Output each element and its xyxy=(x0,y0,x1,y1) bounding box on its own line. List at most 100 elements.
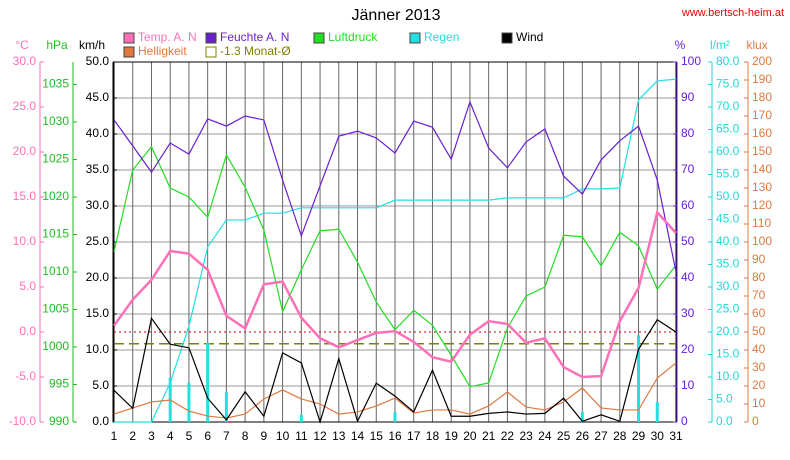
y-tick-label: -10.0 xyxy=(9,414,37,428)
y-tick-label: 160 xyxy=(752,126,772,140)
y-tick-label: 1005 xyxy=(42,302,69,316)
legend-swatch xyxy=(501,32,513,44)
y-tick-label: 1025 xyxy=(42,152,69,166)
y-tick-label: 60 xyxy=(752,306,766,320)
y-tick-label: 60 xyxy=(681,198,695,212)
axis-unit: klux xyxy=(746,38,767,52)
y-tick-label: 1020 xyxy=(42,189,69,203)
y-tick-label: 30 xyxy=(752,360,766,374)
y-tick-label: 80.0 xyxy=(716,54,740,68)
x-tick-label: 21 xyxy=(482,429,496,443)
y-tick-label: 55.0 xyxy=(716,167,740,181)
y-tick-label: 20.0 xyxy=(13,144,37,158)
y-tick-label: 10 xyxy=(681,378,695,392)
rain-bar xyxy=(637,335,641,422)
y-tick-label: 140 xyxy=(752,162,772,176)
y-tick-label: 50 xyxy=(681,234,695,248)
y-tick-label: 35.0 xyxy=(86,162,110,176)
series-line xyxy=(114,78,677,423)
y-tick-label: 35.0 xyxy=(716,257,740,271)
y-tick-label: 20.0 xyxy=(86,270,110,284)
y-tick-label: 0.0 xyxy=(92,414,109,428)
x-tick-label: 11 xyxy=(295,429,308,443)
y-tick-label: -5.0 xyxy=(15,369,36,383)
x-tick-label: 23 xyxy=(519,429,533,443)
y-tick-label: 0 xyxy=(681,414,688,428)
y-tick-label: 70 xyxy=(681,162,695,176)
y-tick-label: 995 xyxy=(49,377,69,391)
y-tick-label: 990 xyxy=(49,414,69,428)
y-tick-label: 5.0 xyxy=(716,392,733,406)
x-tick-label: 26 xyxy=(576,429,590,443)
y-tick-label: 40.0 xyxy=(86,126,110,140)
y-tick-label: 75.0 xyxy=(716,77,740,91)
x-tick-label: 19 xyxy=(445,429,459,443)
axis-unit: l/m² xyxy=(710,38,730,52)
y-tick-label: 1035 xyxy=(42,77,69,91)
y-tick-label: 1030 xyxy=(42,114,69,128)
y-tick-label: 20 xyxy=(681,342,695,356)
series-line xyxy=(113,362,677,419)
y-tick-label: 110 xyxy=(752,216,771,230)
x-tick-label: 13 xyxy=(332,429,346,443)
x-tick-label: 22 xyxy=(501,429,515,443)
x-tick-label: 1 xyxy=(111,429,118,443)
source: www.bertsch-heim.at xyxy=(681,7,784,19)
y-tick-label: 1000 xyxy=(42,339,69,353)
x-tick-label: 31 xyxy=(669,429,683,443)
x-tick-label: 15 xyxy=(370,429,384,443)
x-tick-label: 24 xyxy=(538,429,552,443)
series-line xyxy=(112,209,677,379)
rain-bar xyxy=(206,342,210,422)
x-tick-label: 7 xyxy=(223,429,230,443)
y-tick-label: 30.0 xyxy=(13,54,37,68)
y-tick-label: 5.0 xyxy=(19,279,36,293)
y-tick-label: 10 xyxy=(752,396,766,410)
y-tick-label: 15.0 xyxy=(86,306,110,320)
y-tick-label: 15.0 xyxy=(13,189,37,203)
rain-bar xyxy=(299,414,303,422)
y-tick-label: 40 xyxy=(681,270,695,284)
y-tick-label: 30.0 xyxy=(716,279,740,293)
legend-label: Feuchte A. N xyxy=(220,30,289,44)
y-tick-label: 70 xyxy=(752,288,766,302)
y-tick-label: 60.0 xyxy=(716,144,740,158)
legend-label: Regen xyxy=(424,30,459,44)
y-tick-label: 0.0 xyxy=(716,414,733,428)
y-tick-label: 0.0 xyxy=(19,324,36,338)
y-tick-label: 130 xyxy=(752,180,772,194)
y-tick-label: 70.0 xyxy=(716,99,740,113)
y-tick-label: 25.0 xyxy=(86,234,110,248)
legend-swatch xyxy=(313,32,325,44)
y-tick-label: 10.0 xyxy=(13,234,37,248)
y-tick-label: 90 xyxy=(752,252,766,266)
y-tick-label: 45.0 xyxy=(716,212,740,226)
axis-unit: % xyxy=(675,38,686,52)
rain-bar xyxy=(224,391,228,422)
y-tick-label: 25.0 xyxy=(13,99,37,113)
y-tick-label: 20.0 xyxy=(716,324,740,338)
legend-swatch xyxy=(205,46,217,58)
x-tick-label: 14 xyxy=(351,429,365,443)
y-tick-label: 120 xyxy=(752,198,772,212)
y-tick-label: 30.0 xyxy=(86,198,110,212)
x-tick-label: 17 xyxy=(407,429,421,443)
y-tick-label: 200 xyxy=(752,54,772,68)
legend-swatch xyxy=(123,46,135,58)
y-tick-label: 50.0 xyxy=(86,54,110,68)
legend-label: Temp. A. N xyxy=(138,30,197,44)
legend-label: -1.3 Monat-Ø xyxy=(220,44,291,58)
legend-swatch xyxy=(205,32,217,44)
x-tick-label: 10 xyxy=(276,429,290,443)
y-tick-label: 45.0 xyxy=(86,90,110,104)
rain-bar xyxy=(655,402,659,422)
legend-label: Wind xyxy=(516,30,543,44)
y-tick-label: 1010 xyxy=(42,264,69,278)
series-line xyxy=(113,145,677,388)
x-tick-label: 2 xyxy=(129,429,136,443)
y-tick-label: 190 xyxy=(752,72,772,86)
rain-bar xyxy=(393,412,397,422)
y-tick-label: 100 xyxy=(681,54,701,68)
axis-unit: km/h xyxy=(79,38,105,52)
